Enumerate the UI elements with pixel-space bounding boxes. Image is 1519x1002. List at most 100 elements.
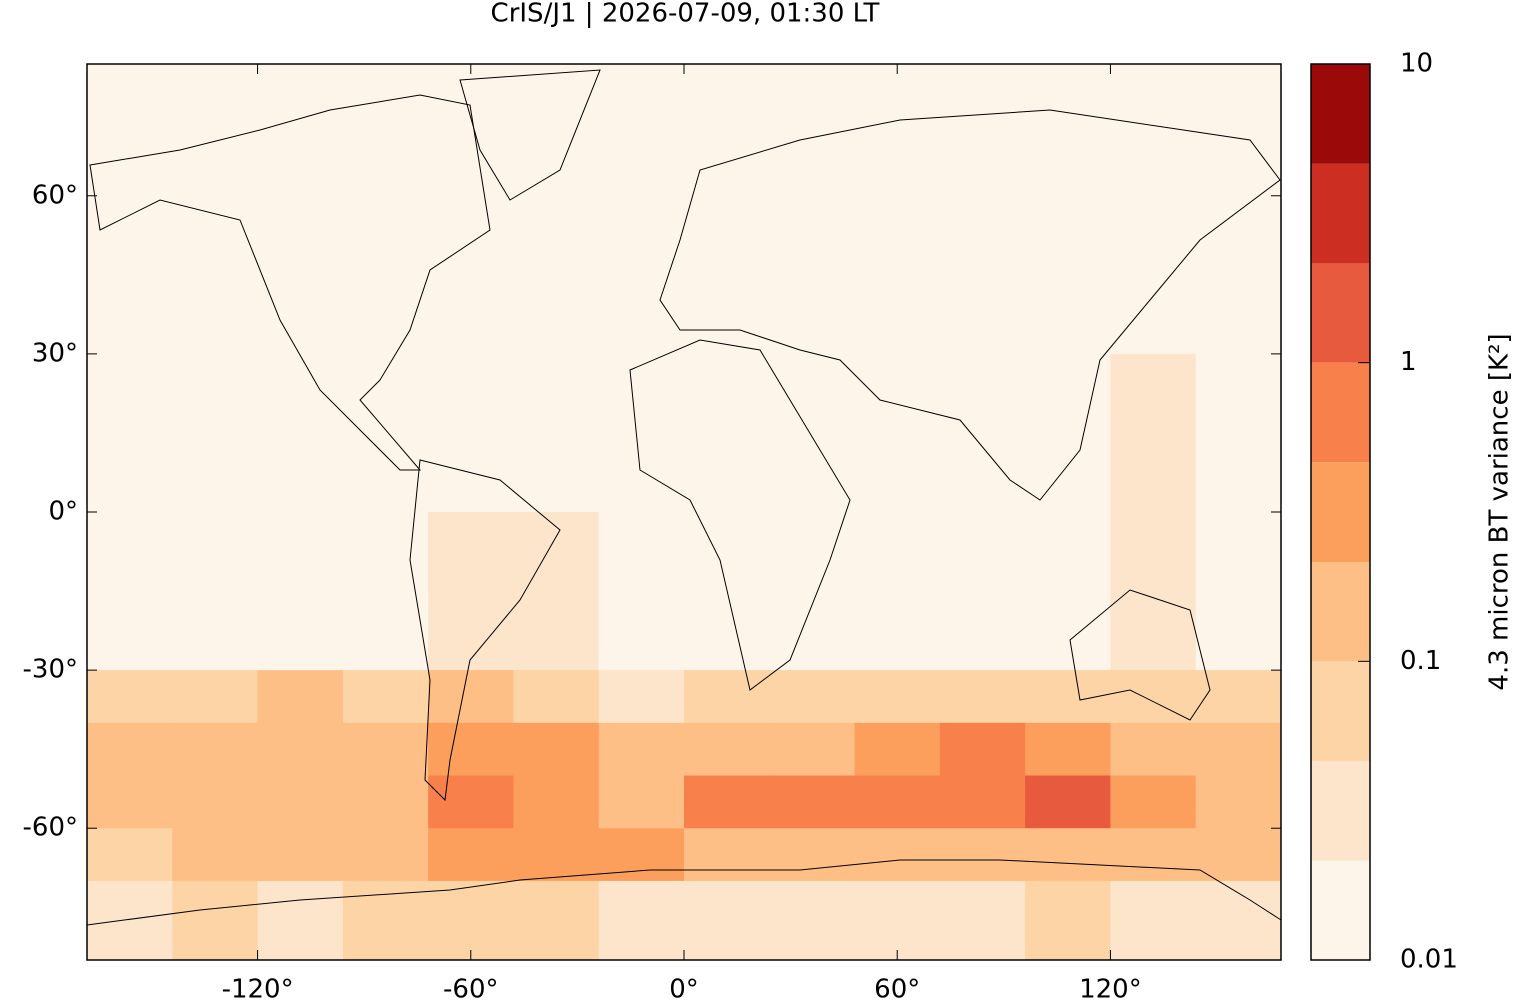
colorbar-band: [1311, 263, 1370, 363]
y-tick-label: 0°: [48, 497, 78, 527]
field-cell: [769, 512, 856, 671]
field-cell: [939, 512, 1026, 671]
field-cell: [854, 828, 941, 882]
colorbar-band: [1311, 64, 1370, 164]
field-cell: [684, 880, 770, 961]
field-cell: [172, 828, 259, 882]
field-cell: [854, 775, 941, 829]
field-cell: [684, 828, 770, 882]
colorbar-frame: [1310, 63, 1371, 961]
field-cell: [428, 353, 514, 513]
field-cell: [1110, 775, 1197, 829]
field-cell: [342, 775, 429, 829]
field-cell: [1025, 512, 1111, 671]
field-cell: [1195, 670, 1282, 724]
colorbar-label: 4.3 micron BT variance [K²]: [1485, 333, 1515, 690]
field-cell: [513, 880, 600, 961]
field-cell: [939, 828, 1026, 882]
field-cell: [513, 670, 600, 724]
field-cell: [172, 670, 259, 724]
field-cell: [684, 722, 770, 777]
field-cell: [684, 670, 770, 724]
field-cell: [684, 64, 770, 355]
field-cell: [342, 670, 429, 724]
colorbar-band: [1311, 163, 1370, 264]
colorbar-band: [1311, 362, 1370, 463]
field-cell: [598, 880, 685, 961]
field-cell: [342, 880, 429, 961]
field-cell: [1025, 353, 1111, 513]
colorbar-band: [1311, 760, 1370, 861]
field-cell: [342, 64, 429, 355]
field-cell: [1025, 828, 1111, 882]
field-cell: [598, 353, 685, 513]
field-cell: [172, 64, 259, 355]
field-cell: [1195, 880, 1282, 961]
field-cell: [428, 775, 514, 829]
field-cell: [939, 775, 1026, 829]
field-cell: [1195, 828, 1282, 882]
x-tick-label: 60°: [874, 975, 920, 1002]
field-cell: [172, 512, 259, 671]
field-cell: [1110, 722, 1197, 777]
x-tick-label: 0°: [669, 975, 699, 1002]
field-cell: [87, 64, 173, 355]
field-cell: [172, 722, 259, 777]
field-cell: [1110, 880, 1197, 961]
field-cell: [769, 828, 856, 882]
field-cell: [172, 775, 259, 829]
y-tick-label: 60°: [32, 180, 78, 210]
field-cell: [684, 353, 770, 513]
field-cell: [342, 353, 429, 513]
field-cell: [1110, 670, 1197, 724]
field-cell: [939, 353, 1026, 513]
colorbar-tick-label: 10: [1400, 49, 1433, 79]
field-cell: [939, 880, 1026, 961]
x-tick-label: 120°: [1079, 975, 1142, 1002]
field-cell: [513, 64, 600, 355]
colorbar-band: [1311, 562, 1370, 662]
field-cell: [854, 880, 941, 961]
field-cell: [513, 828, 600, 882]
field-cell: [87, 512, 173, 671]
field-cell: [598, 512, 685, 671]
field-cell: [513, 512, 600, 671]
chart-title: CrIS/J1 | 2026-07-09, 01:30 LT: [491, 0, 880, 29]
field-cell: [854, 670, 941, 724]
field-cell: [428, 880, 514, 961]
field-cell: [1025, 880, 1111, 961]
field-cell: [257, 828, 344, 882]
field-cell: [1025, 722, 1111, 777]
field-cell: [1025, 64, 1111, 355]
field-cell: [428, 828, 514, 882]
field-cell: [172, 880, 259, 961]
field-cell: [87, 828, 173, 882]
field-cell: [342, 828, 429, 882]
y-tick-label: -60°: [23, 813, 78, 843]
field-cell: [257, 775, 344, 829]
field-cell: [1110, 828, 1197, 882]
field-cell: [428, 64, 514, 355]
colorbar-band: [1311, 462, 1370, 563]
field-cell: [1195, 353, 1282, 513]
field-cell: [257, 512, 344, 671]
field-cell: [769, 670, 856, 724]
field-cell: [769, 722, 856, 777]
field-cell: [939, 64, 1026, 355]
field-cell: [769, 775, 856, 829]
field-cell: [428, 670, 514, 724]
coastline: [1069, 589, 1211, 721]
field-cell: [513, 775, 600, 829]
field-cell: [87, 775, 173, 829]
colorbar-tick-label: 1: [1400, 347, 1417, 377]
field-cell: [598, 64, 685, 355]
field-cell: [598, 722, 685, 777]
coastline: [659, 109, 1281, 501]
field-cell: [342, 722, 429, 777]
coastline: [86, 859, 1282, 926]
field-cell: [87, 722, 173, 777]
field-cell: [87, 670, 173, 724]
field-cell: [598, 828, 685, 882]
colorbar-band: [1311, 661, 1370, 761]
